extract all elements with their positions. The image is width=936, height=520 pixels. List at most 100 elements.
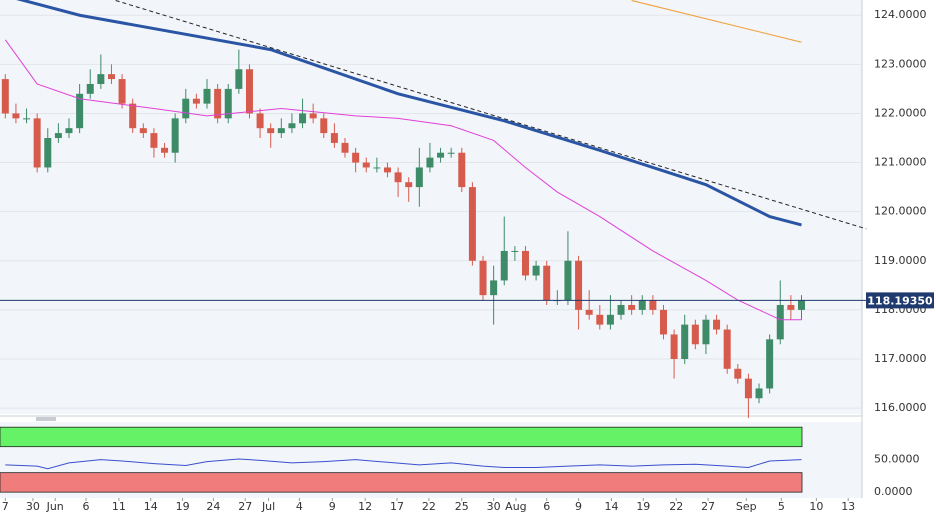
x-tick-label: 14 xyxy=(604,500,618,513)
main-panel xyxy=(0,0,862,414)
candle-body xyxy=(362,162,370,168)
candle-body xyxy=(171,118,179,153)
candle-body xyxy=(214,88,222,119)
candle-body xyxy=(458,152,466,188)
candle-body xyxy=(330,133,338,143)
last-price-tag xyxy=(866,292,934,309)
candle-body xyxy=(139,128,147,134)
candle-body xyxy=(299,113,307,124)
candle-body xyxy=(744,378,752,399)
candle-body xyxy=(288,123,296,129)
candle-body xyxy=(182,98,190,119)
candle-body xyxy=(681,324,689,359)
x-tick-label: 19 xyxy=(176,500,190,513)
candle-body xyxy=(86,83,94,94)
candle-body xyxy=(54,133,62,138)
x-tick-label: 22 xyxy=(669,500,683,513)
candle-body xyxy=(129,103,137,129)
candle-body xyxy=(437,152,445,158)
y-tick-label: 116.0000 xyxy=(874,401,927,414)
candle-body xyxy=(118,79,126,104)
candle-body xyxy=(787,304,795,310)
x-tick-label: 27 xyxy=(701,500,715,513)
x-tick-label: 14 xyxy=(144,500,158,513)
x-tick-label: 25 xyxy=(455,500,469,513)
x-tick-label: 19 xyxy=(636,500,650,513)
candle-body xyxy=(532,265,540,276)
candle-body xyxy=(97,74,105,84)
y-tick-label: 50.0000 xyxy=(874,453,920,466)
candle-body xyxy=(713,319,721,330)
candle-body xyxy=(23,118,31,120)
candle-body xyxy=(352,152,360,163)
candle-body xyxy=(659,309,667,335)
candle-body xyxy=(341,142,349,153)
x-tick-label: 22 xyxy=(422,500,436,513)
candle-body xyxy=(755,388,763,399)
candle-body xyxy=(44,138,52,168)
candle-body xyxy=(575,260,583,310)
line xyxy=(16,0,802,227)
candle-body xyxy=(320,118,328,134)
y-tick-label: 121.0000 xyxy=(874,156,927,169)
x-tick-label: 6 xyxy=(82,500,89,513)
candle-body xyxy=(468,187,476,261)
candle-body xyxy=(606,314,614,325)
candle-body xyxy=(596,314,604,325)
y-tick-label: 119.0000 xyxy=(874,254,927,267)
x-tick-label: 6 xyxy=(543,500,550,513)
candle-body xyxy=(776,304,784,340)
candle-body xyxy=(192,98,200,104)
y-tick-label: 120.0000 xyxy=(874,205,927,218)
candle-body xyxy=(267,128,275,134)
candle-body xyxy=(638,300,646,310)
candle-body xyxy=(500,250,508,281)
candle-body xyxy=(617,304,625,315)
x-tick-label: 13 xyxy=(841,500,855,513)
line xyxy=(5,458,802,470)
line xyxy=(115,0,867,230)
candle-body xyxy=(76,93,84,129)
x-tick-label: 10 xyxy=(809,500,823,513)
candle-body xyxy=(628,304,636,310)
y-tick-label: 123.0000 xyxy=(874,57,927,70)
candle-body xyxy=(65,128,73,134)
candle-body xyxy=(373,167,381,169)
candle-body xyxy=(256,113,264,129)
candle-body xyxy=(691,324,699,345)
candle-body xyxy=(309,113,317,119)
y-tick-label: 0.0000 xyxy=(874,485,913,498)
x-tick-label: 7 xyxy=(2,500,9,513)
y-tick-label: 117.0000 xyxy=(874,352,927,365)
candle-body xyxy=(12,113,20,119)
candle-body xyxy=(150,133,158,148)
x-tick-label: 11 xyxy=(112,500,126,513)
candle-body xyxy=(734,368,742,379)
candle-body xyxy=(797,300,805,310)
candle-body xyxy=(33,118,41,168)
x-tick-label: 12 xyxy=(358,500,372,513)
band xyxy=(0,426,803,448)
x-tick-label: 30 xyxy=(487,500,501,513)
candle-body xyxy=(723,329,731,369)
x-tick-label: 4 xyxy=(296,500,303,513)
x-tick-label: Jun xyxy=(46,500,64,513)
candle-body xyxy=(585,309,593,315)
candle-body xyxy=(702,319,710,345)
x-tick-label: 5 xyxy=(778,500,785,513)
candle-body xyxy=(394,172,402,183)
x-tick-label: Aug xyxy=(505,500,526,513)
candle-body xyxy=(564,260,572,301)
candle-body xyxy=(203,88,211,104)
candle-body xyxy=(1,79,9,114)
candle-body xyxy=(415,167,423,188)
x-tick-label: 9 xyxy=(329,500,336,513)
band xyxy=(0,472,803,493)
y-tick-label: 122.0000 xyxy=(874,106,927,119)
candle-body xyxy=(490,280,498,296)
x-tick-label: 24 xyxy=(206,500,220,513)
candle-body xyxy=(649,300,657,310)
panel-handle xyxy=(36,417,56,421)
candle-body xyxy=(405,182,413,188)
